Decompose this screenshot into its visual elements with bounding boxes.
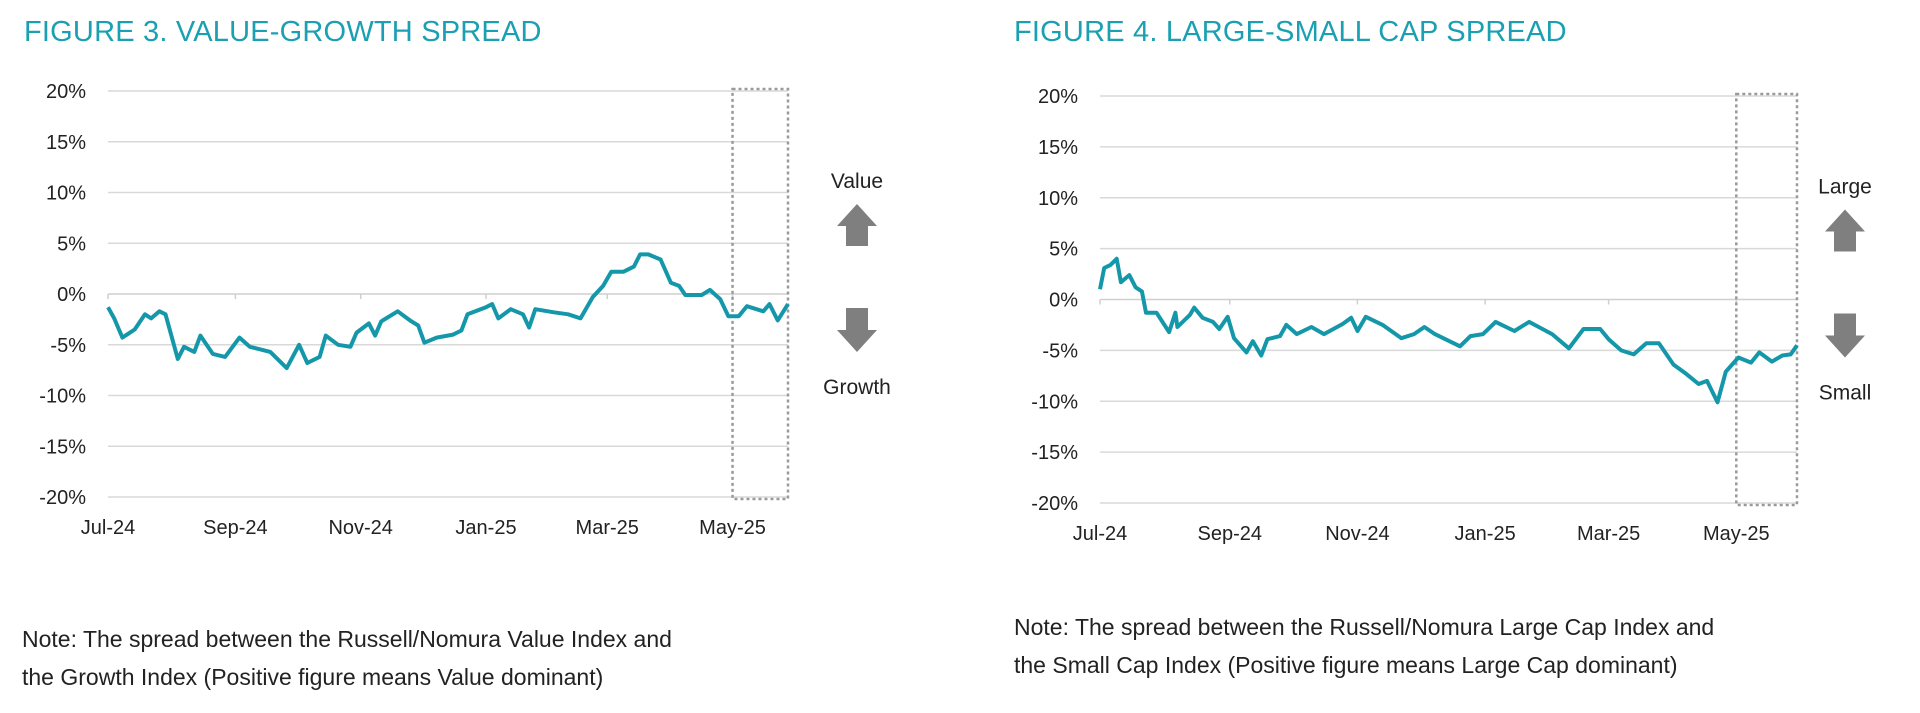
x-tick-label: Jan-25 [455, 517, 516, 539]
figure-4-note-line-1: Note: The spread between the Russell/Nom… [1014, 614, 1715, 640]
down-arrow-icon [1825, 313, 1865, 358]
up-arrow-icon [837, 204, 877, 246]
y-tick-label: 15% [1038, 137, 1078, 159]
y-tick-label: 0% [1049, 290, 1078, 312]
x-tick-label: May-25 [1703, 523, 1770, 545]
x-tick-label: Nov-24 [1325, 523, 1389, 545]
direction-label-up: Large [1818, 176, 1872, 199]
direction-label-up: Value [831, 170, 883, 193]
x-tick-label: Mar-25 [1577, 523, 1640, 545]
direction-label-down: Growth [823, 376, 891, 399]
y-tick-label: -10% [1031, 391, 1078, 413]
large-small-cap-chart: 20% 15% 10% 5% 0% -5% -10% -15% -20% Jul-24 Sep-24… [1031, 86, 1872, 545]
y-tick-label: 20% [46, 81, 86, 103]
y-tick-label: -10% [39, 386, 86, 408]
x-tick-label: Sep-24 [203, 517, 268, 539]
figure-4-title: FIGURE 4. LARGE-SMALL CAP SPREAD [1014, 16, 1567, 48]
y-tick-label: -20% [39, 487, 86, 509]
y-tick-label: -20% [1031, 493, 1078, 515]
x-tick-label: Jul-24 [1073, 523, 1127, 545]
x-tick-label: Jul-24 [81, 517, 135, 539]
figure-3-note: Note: The spread between the Russell/Nom… [22, 620, 672, 696]
y-tick-label: -5% [50, 335, 86, 357]
x-tick-label: May-25 [699, 517, 766, 539]
value-growth-chart: 20% 15% 10% 5% 0% -5% -10% -15% -20% Jul-24 Sep-24… [39, 81, 891, 539]
down-arrow-icon [837, 308, 877, 352]
up-arrow-icon [1825, 209, 1865, 252]
y-tick-label: 10% [46, 183, 86, 205]
x-tick-label: Sep-24 [1198, 523, 1263, 545]
spread-line [1098, 256, 1799, 405]
figure-3-note-line-2: the Growth Index (Positive figure means … [22, 664, 604, 690]
spread-line [106, 252, 790, 371]
figure-3-title: FIGURE 3. VALUE-GROWTH SPREAD [24, 16, 542, 48]
y-tick-label: -15% [1031, 442, 1078, 464]
figure-3-note-line-1: Note: The spread between the Russell/Nom… [22, 626, 672, 652]
y-tick-label: 10% [1038, 188, 1078, 210]
direction-label-down: Small [1819, 382, 1872, 405]
highlight-box [731, 87, 790, 501]
figure-4-note: Note: The spread between the Russell/Nom… [1014, 608, 1714, 684]
y-tick-label: 20% [1038, 86, 1078, 108]
x-tick-label: Mar-25 [576, 517, 639, 539]
x-tick-label: Nov-24 [328, 517, 392, 539]
y-tick-label: 0% [57, 284, 86, 306]
y-tick-label: -15% [39, 436, 86, 458]
y-tick-label: 5% [57, 233, 86, 255]
y-tick-label: -5% [1042, 340, 1078, 362]
y-tick-label: 5% [1049, 239, 1078, 261]
highlight-box [1735, 92, 1799, 507]
figure-4-note-line-2: the Small Cap Index (Positive figure mea… [1014, 652, 1678, 678]
y-tick-label: 15% [46, 132, 86, 154]
x-tick-label: Jan-25 [1455, 523, 1516, 545]
